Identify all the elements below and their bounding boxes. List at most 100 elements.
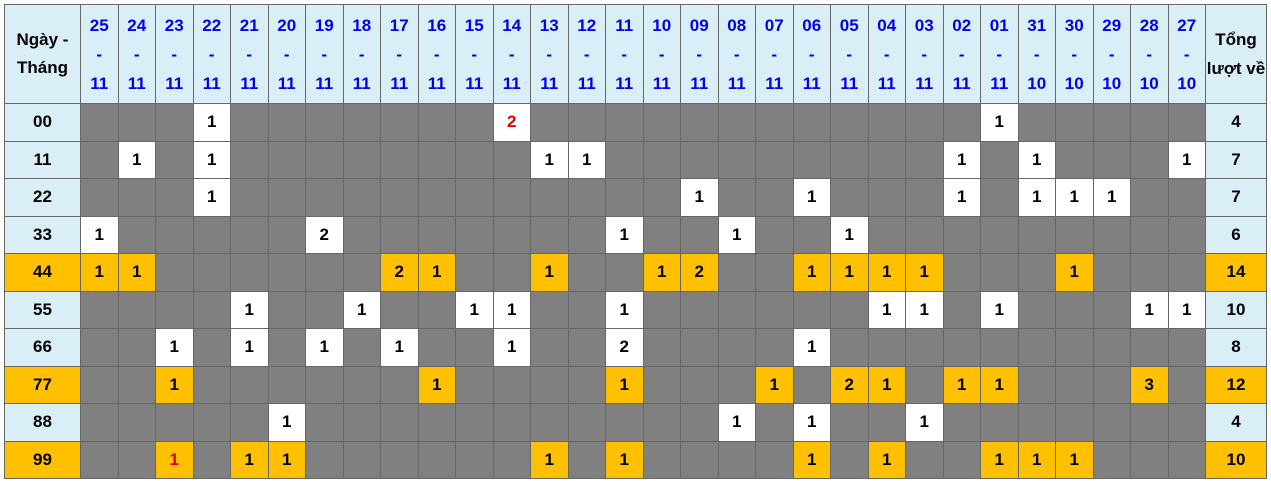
count-cell (1017, 290, 1056, 329)
count-cell (1167, 103, 1206, 142)
count-cell (80, 178, 119, 217)
count-cell (830, 178, 869, 217)
count-cell (830, 103, 869, 142)
count-cell (530, 403, 569, 442)
count-cell (980, 215, 1019, 254)
count-cell (455, 328, 494, 367)
count-cell (267, 365, 306, 404)
count-cell (1167, 328, 1206, 367)
count-cell (530, 103, 569, 142)
count-cell: 1 (117, 140, 156, 179)
count-cell: 1 (830, 253, 869, 292)
date-column-header: 09-11 (680, 4, 719, 104)
count-cell (680, 365, 719, 404)
count-cell (455, 440, 494, 479)
date-column-header: 19-11 (305, 4, 344, 104)
count-cell (1055, 290, 1094, 329)
count-cell: 1 (1092, 178, 1131, 217)
date-column-header: 14-11 (492, 4, 531, 104)
count-cell (642, 290, 681, 329)
row-number-label: 44 (4, 253, 81, 292)
count-cell (1092, 365, 1131, 404)
count-cell (380, 290, 419, 329)
date-column-header: 06-11 (792, 4, 831, 104)
count-cell (680, 140, 719, 179)
count-cell (192, 403, 231, 442)
header-date-label: Ngày - Tháng (4, 4, 81, 104)
count-cell (117, 178, 156, 217)
count-cell (455, 403, 494, 442)
count-cell (642, 365, 681, 404)
count-cell (267, 140, 306, 179)
count-cell (192, 365, 231, 404)
count-cell: 1 (305, 328, 344, 367)
count-cell: 1 (980, 290, 1019, 329)
row-total: 14 (1205, 253, 1267, 292)
count-cell (1167, 365, 1206, 404)
count-cell (792, 140, 831, 179)
count-cell: 1 (417, 253, 456, 292)
count-cell (567, 178, 606, 217)
count-cell: 1 (792, 328, 831, 367)
count-cell (830, 440, 869, 479)
count-cell (417, 215, 456, 254)
count-cell (605, 253, 644, 292)
table-row: 11 1 1 1 1 1 1 1 7 (4, 140, 1267, 179)
date-column-header: 12-11 (567, 4, 606, 104)
count-cell (1092, 215, 1131, 254)
count-cell (267, 290, 306, 329)
count-cell (755, 328, 794, 367)
count-cell: 1 (942, 140, 981, 179)
count-cell (117, 215, 156, 254)
count-cell (417, 328, 456, 367)
count-cell (680, 103, 719, 142)
table-row: 22 1 1 1 1 1 1 1 7 (4, 178, 1267, 217)
count-cell (305, 365, 344, 404)
date-column-header: 29-10 (1092, 4, 1131, 104)
count-cell (567, 215, 606, 254)
date-column-header: 15-11 (455, 4, 494, 104)
count-cell (755, 178, 794, 217)
count-cell: 2 (605, 328, 644, 367)
count-cell (642, 140, 681, 179)
row-total: 6 (1205, 215, 1267, 254)
count-cell (942, 290, 981, 329)
count-cell (342, 365, 381, 404)
count-cell: 1 (1167, 290, 1206, 329)
row-total: 4 (1205, 403, 1267, 442)
count-cell (1017, 328, 1056, 367)
count-cell: 1 (230, 290, 269, 329)
row-total: 8 (1205, 328, 1267, 367)
count-cell (642, 215, 681, 254)
date-column-header: 02-11 (942, 4, 981, 104)
date-column-header: 28-10 (1130, 4, 1169, 104)
count-cell (905, 215, 944, 254)
count-cell: 1 (230, 440, 269, 479)
count-cell (1092, 253, 1131, 292)
date-column-header: 17-11 (380, 4, 419, 104)
count-cell: 1 (1130, 290, 1169, 329)
count-cell (530, 215, 569, 254)
count-cell (867, 178, 906, 217)
date-column-header: 04-11 (867, 4, 906, 104)
count-cell (867, 103, 906, 142)
count-cell (342, 328, 381, 367)
count-cell (530, 178, 569, 217)
count-cell: 1 (1017, 178, 1056, 217)
row-number-label: 66 (4, 328, 81, 367)
count-cell: 1 (492, 328, 531, 367)
count-cell: 1 (942, 365, 981, 404)
count-cell: 1 (342, 290, 381, 329)
count-cell (867, 328, 906, 367)
count-cell (417, 403, 456, 442)
count-cell (942, 253, 981, 292)
count-cell (80, 403, 119, 442)
count-cell (305, 103, 344, 142)
date-column-header: 20-11 (267, 4, 306, 104)
count-cell (642, 328, 681, 367)
count-cell: 1 (155, 365, 194, 404)
count-cell (755, 440, 794, 479)
date-column-header: 11-11 (605, 4, 644, 104)
count-cell (1167, 215, 1206, 254)
count-cell (1017, 215, 1056, 254)
